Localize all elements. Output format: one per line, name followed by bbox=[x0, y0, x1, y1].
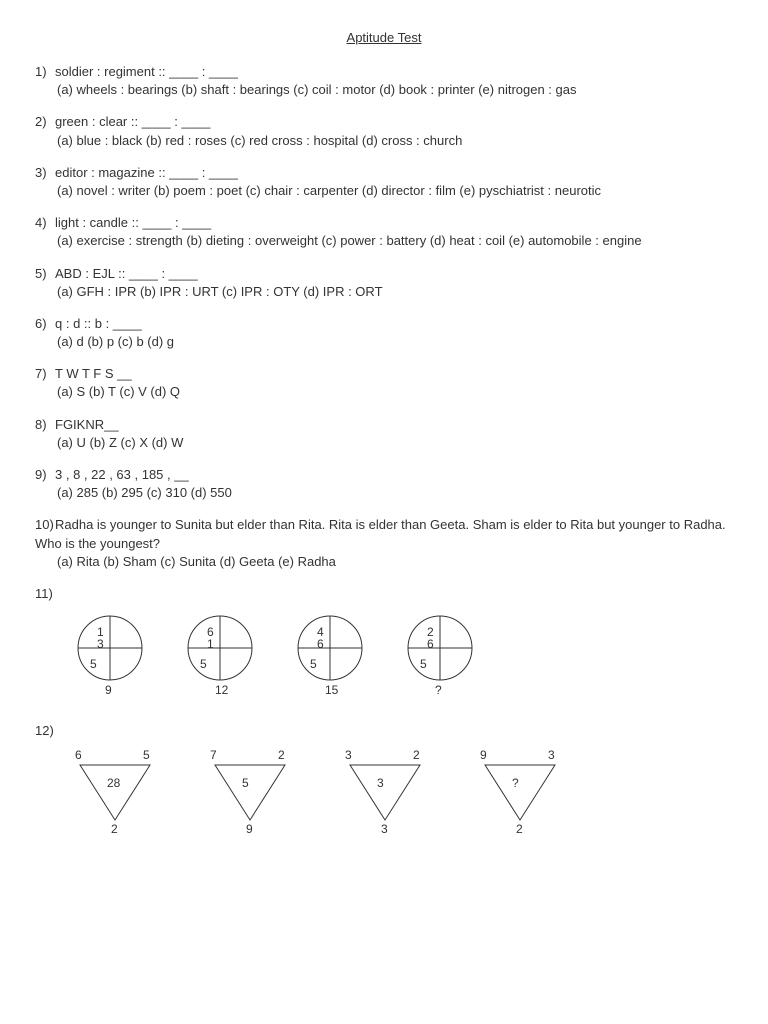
circle-puzzle: 61512 bbox=[175, 608, 265, 708]
question-number: 8) bbox=[35, 416, 55, 434]
question-options: (a) 285 (b) 295 (c) 310 (d) 550 bbox=[57, 484, 733, 502]
question-options: (a) exercise : strength (b) dieting : ov… bbox=[57, 232, 733, 250]
tri-center: 5 bbox=[242, 776, 249, 790]
circle-left: 5 bbox=[90, 657, 97, 671]
circle-svg: 46515 bbox=[285, 608, 375, 708]
question: 5)ABD : EJL :: ____ : ____(a) GFH : IPR … bbox=[35, 265, 733, 301]
circle-mid: 1 bbox=[207, 637, 214, 651]
question-stem: light : candle :: ____ : ____ bbox=[55, 215, 211, 230]
question: 8)FGIKNR__ (a) U (b) Z (c) X (d) W bbox=[35, 416, 733, 452]
question-stem: 3 , 8 , 22 , 63 , 185 , __ bbox=[55, 467, 189, 482]
circle-svg: 61512 bbox=[175, 608, 265, 708]
tri-center: 3 bbox=[377, 776, 384, 790]
circle-left: 5 bbox=[420, 657, 427, 671]
circle-puzzle: 1359 bbox=[65, 608, 155, 708]
question-options: (a) GFH : IPR (b) IPR : URT (c) IPR : OT… bbox=[57, 283, 733, 301]
circle-left: 5 bbox=[200, 657, 207, 671]
triangle-puzzle: 7 2 5 9 bbox=[200, 745, 300, 835]
triangle-svg: 7 2 5 9 bbox=[200, 745, 300, 835]
question-number: 6) bbox=[35, 315, 55, 333]
question-stem: T W T F S __ bbox=[55, 366, 132, 381]
tri-bottom: 2 bbox=[516, 822, 523, 835]
question: 4)light : candle :: ____ : ____(a) exerc… bbox=[35, 214, 733, 250]
question: 3)editor : magazine :: ____ : ____(a) no… bbox=[35, 164, 733, 200]
question-stem: green : clear :: ____ : ____ bbox=[55, 114, 210, 129]
question-options: (a) blue : black (b) red : roses (c) red… bbox=[57, 132, 733, 150]
question-number: 12) bbox=[35, 723, 54, 738]
question-options: (a) S (b) T (c) V (d) Q bbox=[57, 383, 733, 401]
circle-puzzle: 46515 bbox=[285, 608, 375, 708]
circle-mid: 6 bbox=[317, 637, 324, 651]
question-number: 1) bbox=[35, 63, 55, 81]
circle-svg: 265? bbox=[395, 608, 485, 708]
question-number: 2) bbox=[35, 113, 55, 131]
question-stem: soldier : regiment :: ____ : ____ bbox=[55, 64, 238, 79]
triangle-puzzle: 3 2 3 3 bbox=[335, 745, 435, 835]
question-number: 4) bbox=[35, 214, 55, 232]
question-number: 5) bbox=[35, 265, 55, 283]
question-options: (a) wheels : bearings (b) shaft : bearin… bbox=[57, 81, 733, 99]
tri-top-left: 7 bbox=[210, 748, 217, 762]
circle-mid: 6 bbox=[427, 637, 434, 651]
question-number: 3) bbox=[35, 164, 55, 182]
question: 2)green : clear :: ____ : ____(a) blue :… bbox=[35, 113, 733, 149]
tri-top-right: 2 bbox=[413, 748, 420, 762]
question-number: 7) bbox=[35, 365, 55, 383]
triangle-svg: 6 5 28 2 bbox=[65, 745, 165, 835]
triangle-puzzle: 9 3? 2 bbox=[470, 745, 570, 835]
tri-center: 28 bbox=[107, 776, 121, 790]
circle-left: 5 bbox=[310, 657, 317, 671]
question-options: (a) d (b) p (c) b (d) g bbox=[57, 333, 733, 351]
question-number: 11) bbox=[35, 586, 53, 601]
circle-bottom: 15 bbox=[325, 683, 339, 697]
question-stem: q : d :: b : ____ bbox=[55, 316, 142, 331]
tri-top-left: 9 bbox=[480, 748, 487, 762]
page-title: Aptitude Test bbox=[35, 30, 733, 45]
question-stem: ABD : EJL :: ____ : ____ bbox=[55, 266, 198, 281]
tri-bottom: 9 bbox=[246, 822, 253, 835]
circle-bottom: ? bbox=[435, 683, 442, 697]
tri-top-right: 2 bbox=[278, 748, 285, 762]
question-number: 10) bbox=[35, 516, 55, 534]
question-11: 11) 13596151246515265? bbox=[35, 585, 733, 708]
tri-bottom: 3 bbox=[381, 822, 388, 835]
question-12: 12) 6 5 28 2 7 2 5 9 3 2 3 3 9 3? 2 bbox=[35, 722, 733, 835]
question-stem: FGIKNR__ bbox=[55, 417, 119, 432]
question: 7)T W T F S __ (a) S (b) T (c) V (d) Q bbox=[35, 365, 733, 401]
triangle-svg: 9 3? 2 bbox=[470, 745, 570, 835]
question-options: (a) U (b) Z (c) X (d) W bbox=[57, 434, 733, 452]
question: 10)Radha is younger to Sunita but elder … bbox=[35, 516, 733, 571]
triangle-puzzle: 6 5 28 2 bbox=[65, 745, 165, 835]
triangle-svg: 3 2 3 3 bbox=[335, 745, 435, 835]
tri-top-right: 5 bbox=[143, 748, 150, 762]
question: 6)q : d :: b : ____(a) d (b) p (c) b (d)… bbox=[35, 315, 733, 351]
circle-mid: 3 bbox=[97, 637, 104, 651]
tri-top-right: 3 bbox=[548, 748, 555, 762]
circle-bottom: 9 bbox=[105, 683, 112, 697]
question-stem: editor : magazine :: ____ : ____ bbox=[55, 165, 238, 180]
question-options: (a) novel : writer (b) poem : poet (c) c… bbox=[57, 182, 733, 200]
tri-bottom: 2 bbox=[111, 822, 118, 835]
question: 1)soldier : regiment :: ____ : ____(a) w… bbox=[35, 63, 733, 99]
question-options: (a) Rita (b) Sham (c) Sunita (d) Geeta (… bbox=[57, 553, 733, 571]
circle-bottom: 12 bbox=[215, 683, 229, 697]
circle-svg: 1359 bbox=[65, 608, 155, 708]
circle-puzzle: 265? bbox=[395, 608, 485, 708]
question-stem: Radha is younger to Sunita but elder tha… bbox=[35, 517, 726, 550]
question: 9)3 , 8 , 22 , 63 , 185 , __ (a) 285 (b) … bbox=[35, 466, 733, 502]
tri-center: ? bbox=[512, 776, 519, 790]
tri-top-left: 3 bbox=[345, 748, 352, 762]
tri-top-left: 6 bbox=[75, 748, 82, 762]
question-number: 9) bbox=[35, 466, 55, 484]
